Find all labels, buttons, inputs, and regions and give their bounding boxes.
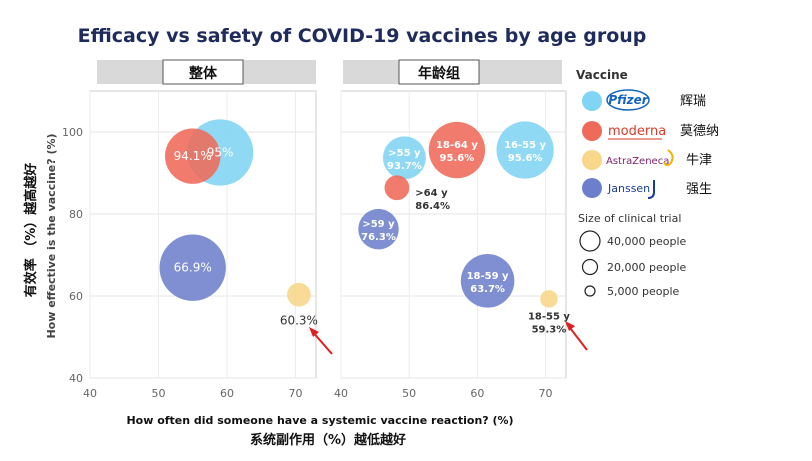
x-axis-label-cn: 系统副作用（%）越低越好 — [250, 432, 406, 448]
annotation-arrow-overall — [309, 327, 333, 355]
legend-size-label-40000: 40,000 people — [607, 235, 687, 248]
legend-size-title: Size of clinical trial — [578, 212, 681, 225]
legend-cn-astrazeneca: 牛津 — [686, 153, 712, 168]
x-tick-label: 40 — [83, 387, 97, 400]
data-label: 18-59 y — [467, 271, 509, 282]
legend-size-circle-20000 — [581, 258, 599, 276]
data-label: 18-55 y — [528, 312, 570, 323]
legend-brand-astrazeneca: AstraZeneca — [606, 156, 669, 167]
y-axis-label: How effective is the vaccine? (%) — [45, 133, 58, 338]
bubble-janssen — [460, 254, 515, 308]
data-label: 59.3% — [532, 325, 567, 336]
legend-size-circle-5000 — [584, 285, 596, 297]
pfizer-logo — [606, 89, 650, 111]
data-label: 63.7% — [470, 284, 505, 295]
x-tick-label: 50 — [402, 387, 416, 400]
janssen-logo-hook — [647, 180, 655, 199]
legend-size-label-20000: 20,000 people — [607, 261, 687, 274]
annotation-arrow-age — [565, 321, 588, 351]
bubble-janssen — [358, 208, 399, 250]
data-label: >59 y — [362, 219, 395, 230]
legend-size-20000: 20,000 people — [581, 258, 687, 276]
data-label: 16-55 y — [504, 140, 546, 151]
panel-age-group: 年龄组 40 50 60 70 >55 y 93.7% 16-55 y 95.6% 18-64… — [334, 59, 570, 400]
legend-size-40000: 40,000 people — [579, 230, 687, 252]
data-label: 60.3% — [280, 314, 318, 328]
legend-size-circle-40000 — [579, 230, 601, 252]
x-tick-label: 70 — [288, 387, 302, 400]
panel-age-title: 年龄组 — [418, 65, 460, 82]
x-axis-label: How often did someone have a systemic va… — [126, 414, 513, 427]
legend-item-moderna: moderna 莫德纳 — [582, 121, 719, 141]
legend-brand-janssen: Janssen — [607, 182, 650, 195]
panel-age-header-box — [398, 59, 480, 85]
legend-item-astrazeneca: AstraZeneca 牛津 — [582, 149, 712, 170]
legend-cn-janssen: 强生 — [686, 182, 712, 197]
bubble-astrazeneca — [287, 282, 311, 307]
data-label: 95.6% — [440, 153, 475, 164]
bubble-pfizer — [382, 136, 426, 180]
panel-overall: 整体 40 60 80 100 40 50 60 70 95%94.1% 66.9% 60.3% — [62, 59, 318, 400]
data-label: >55 y — [388, 148, 421, 159]
panel-overall-header-box — [162, 59, 244, 85]
data-label: 86.4% — [415, 201, 450, 212]
bubble-astrazeneca — [540, 290, 558, 308]
y-axis-label-cn: 有效率 （%）越高越好 — [23, 163, 39, 298]
data-label: 66.9% — [174, 261, 212, 275]
y-tick-label: 40 — [69, 372, 83, 385]
bubble-moderna — [165, 128, 221, 184]
legend-cn-pfizer: 辉瑞 — [680, 94, 706, 109]
data-label: 95% — [207, 146, 234, 160]
x-tick-label: 50 — [151, 387, 165, 400]
x-tick-label: 40 — [334, 387, 348, 400]
legend-brand-pfizer: Pfizer — [608, 93, 648, 107]
x-tick-label: 70 — [539, 387, 553, 400]
legend: Vaccine Pfizer 辉瑞 moderna 莫德纳 AstraZenec… — [576, 68, 719, 298]
data-label: 94.1% — [174, 149, 212, 163]
data-label: 76.3% — [361, 232, 396, 243]
data-label: 95.6% — [508, 153, 543, 164]
bubble-pfizer — [496, 121, 554, 179]
legend-swatch-janssen — [582, 178, 602, 198]
legend-item-pfizer: Pfizer 辉瑞 — [582, 89, 706, 111]
panel-overall-title: 整体 — [188, 65, 218, 82]
legend-brand-moderna: moderna — [608, 124, 666, 139]
bubble-janssen — [159, 234, 226, 301]
legend-swatch-pfizer — [582, 91, 602, 111]
legend-swatch-astrazeneca — [582, 150, 602, 170]
astrazeneca-logo-swirl — [663, 149, 674, 167]
legend-size-label-5000: 5,000 people — [607, 285, 680, 298]
x-tick-label: 60 — [220, 387, 234, 400]
legend-size-5000: 5,000 people — [584, 285, 680, 298]
legend-title: Vaccine — [576, 68, 628, 82]
legend-cn-moderna: 莫德纳 — [680, 124, 719, 139]
data-label: 93.7% — [387, 161, 422, 172]
legend-item-janssen: Janssen 强生 — [582, 178, 712, 199]
y-tick-label: 80 — [69, 208, 83, 221]
bubble-moderna — [384, 175, 410, 201]
bubble-moderna — [428, 121, 486, 179]
chart-title: Efficacy vs safety of COVID-19 vaccines … — [78, 25, 647, 47]
data-label: >64 y — [415, 188, 448, 199]
y-tick-label: 100 — [62, 126, 83, 139]
data-label: 18-64 y — [436, 140, 478, 151]
y-tick-label: 60 — [69, 290, 83, 303]
x-tick-label: 60 — [470, 387, 484, 400]
legend-swatch-moderna — [582, 121, 602, 141]
